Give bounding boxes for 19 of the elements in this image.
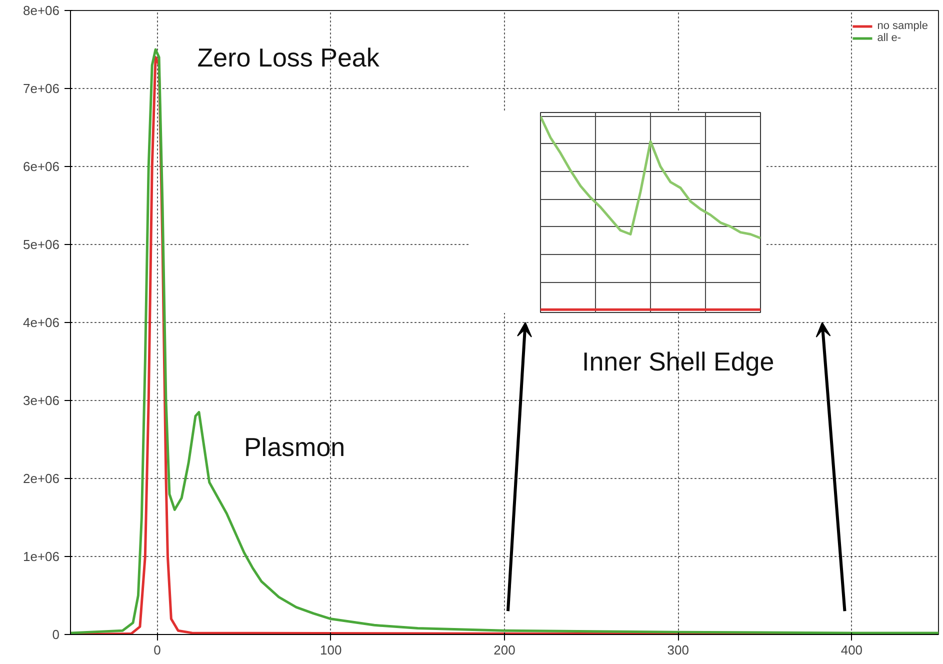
y-tick-label: 4e+06 xyxy=(22,315,60,330)
annotation: Inner Shell Edge xyxy=(582,346,774,376)
x-tick-label: 300 xyxy=(667,642,689,658)
x-tick-label: 400 xyxy=(840,642,863,658)
annotation: Zero Loss Peak xyxy=(197,42,380,72)
x-tick-label: 200 xyxy=(494,642,516,658)
annotation: Plasmon xyxy=(244,432,346,462)
legend-label: no sample xyxy=(877,20,928,32)
y-tick-label: 7e+06 xyxy=(22,81,60,96)
y-tick-label: 6e+06 xyxy=(22,159,60,174)
y-tick-label: 3e+06 xyxy=(22,393,60,408)
y-tick-label: 2e+06 xyxy=(22,471,60,486)
y-tick-label: 0 xyxy=(52,627,60,642)
legend-label: all e- xyxy=(877,32,902,44)
y-tick-label: 5e+06 xyxy=(22,237,60,252)
y-tick-label: 8e+06 xyxy=(22,3,60,18)
x-tick-label: 100 xyxy=(320,642,342,658)
y-tick-label: 1e+06 xyxy=(22,549,60,564)
x-tick-label: 0 xyxy=(154,642,161,658)
